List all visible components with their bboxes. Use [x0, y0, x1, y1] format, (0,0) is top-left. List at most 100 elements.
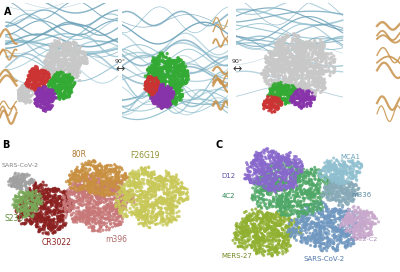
Point: [36, 87, 42, 91]
Point: [37, 219, 43, 223]
Point: [115, 187, 122, 191]
Point: [170, 181, 176, 185]
Point: [165, 86, 171, 91]
Point: [23, 214, 29, 218]
Point: [21, 173, 28, 177]
Point: [309, 205, 316, 209]
Point: [298, 58, 304, 63]
Point: [276, 219, 282, 223]
Point: [112, 197, 119, 201]
Point: [316, 73, 322, 77]
Point: [170, 59, 177, 63]
Point: [318, 178, 324, 182]
Point: [321, 52, 328, 57]
Point: [274, 74, 280, 78]
Point: [109, 183, 115, 187]
Point: [91, 159, 98, 163]
Point: [285, 81, 291, 85]
Point: [151, 94, 157, 99]
Point: [329, 181, 336, 185]
Point: [17, 209, 24, 214]
Point: [279, 157, 285, 161]
Point: [158, 70, 164, 74]
Point: [278, 246, 285, 251]
Point: [174, 82, 180, 86]
Point: [363, 213, 369, 217]
Point: [250, 186, 256, 190]
Point: [30, 198, 36, 202]
Point: [274, 94, 281, 98]
Point: [286, 228, 292, 233]
Point: [55, 56, 61, 60]
Point: [265, 218, 271, 222]
Point: [266, 225, 273, 230]
Point: [25, 191, 32, 195]
Point: [266, 153, 272, 157]
Point: [269, 52, 276, 56]
Point: [49, 188, 56, 192]
Point: [262, 70, 268, 74]
Point: [46, 98, 52, 102]
Point: [315, 190, 322, 194]
Point: [86, 221, 92, 225]
Point: [162, 200, 168, 204]
Point: [74, 51, 80, 56]
Point: [54, 89, 60, 94]
Point: [103, 188, 110, 192]
Point: [299, 205, 306, 210]
Point: [177, 67, 183, 72]
Point: [240, 232, 247, 236]
Point: [353, 226, 360, 230]
Point: [94, 188, 100, 193]
Point: [288, 93, 295, 98]
Point: [291, 76, 298, 80]
Point: [51, 58, 58, 62]
Point: [286, 163, 292, 168]
Point: [159, 101, 166, 105]
Point: [324, 188, 330, 192]
Point: [275, 103, 281, 108]
Point: [290, 63, 297, 67]
Point: [159, 86, 166, 91]
Point: [338, 227, 344, 231]
Point: [286, 79, 293, 84]
Point: [306, 83, 313, 87]
Point: [166, 204, 172, 209]
Point: [140, 205, 147, 209]
Point: [263, 171, 270, 176]
Point: [170, 69, 176, 74]
Point: [156, 84, 163, 88]
Point: [314, 58, 320, 63]
Point: [97, 224, 103, 229]
Point: [47, 54, 54, 58]
Point: [177, 93, 183, 98]
Point: [22, 100, 28, 104]
Point: [78, 184, 84, 189]
Point: [252, 172, 259, 176]
Point: [97, 164, 104, 168]
Point: [138, 214, 144, 218]
Point: [280, 84, 287, 88]
Point: [322, 187, 328, 191]
Point: [33, 97, 40, 101]
Point: [152, 101, 158, 106]
Point: [50, 195, 56, 199]
Point: [318, 220, 325, 224]
Point: [58, 86, 64, 90]
Point: [113, 202, 119, 207]
Point: [338, 175, 344, 180]
Point: [98, 190, 105, 195]
Point: [130, 189, 136, 194]
Point: [42, 80, 48, 84]
Point: [279, 87, 286, 92]
Point: [273, 51, 279, 55]
Point: [20, 213, 26, 218]
Point: [309, 212, 316, 216]
Point: [244, 173, 250, 178]
Point: [43, 190, 50, 195]
Point: [157, 69, 163, 73]
Point: [299, 82, 306, 87]
Point: [276, 47, 282, 51]
Point: [30, 207, 37, 211]
Point: [325, 168, 332, 173]
